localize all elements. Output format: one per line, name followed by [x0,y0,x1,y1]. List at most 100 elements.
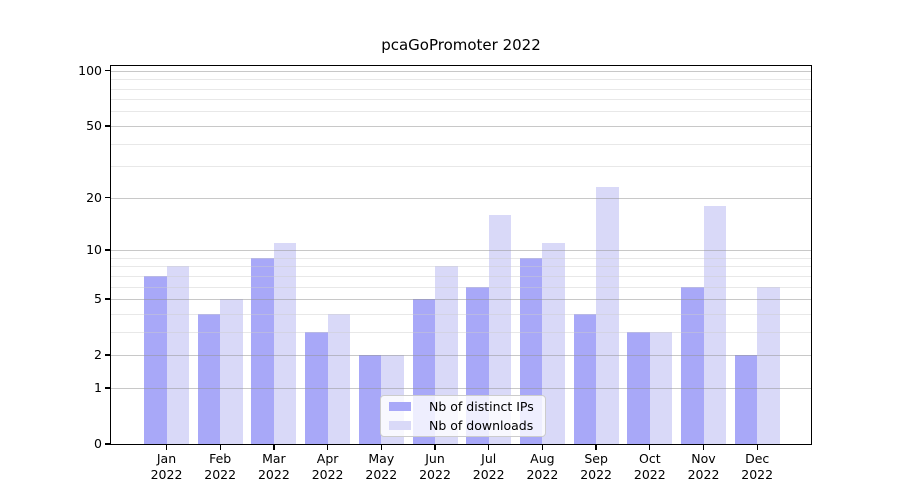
y-tick-label: 1 [94,379,102,395]
legend: Nb of distinct IPs Nb of downloads [380,395,546,437]
x-tick-label: Nov 2022 [672,451,736,483]
legend-item-downloads: Nb of downloads [389,418,537,434]
y-tick-label: 2 [94,347,102,363]
major-gridline [111,355,811,357]
x-tick-mark [702,445,705,450]
x-tick-month: Apr [316,451,339,466]
y-tick-label: 20 [86,189,102,205]
bar-distinct-ips [251,257,274,444]
x-tick-year: 2022 [150,467,183,482]
plot-area: Nb of distinct IPs Nb of downloads [110,65,812,445]
x-tick-label: Aug 2022 [510,451,574,483]
major-gridline [111,197,811,199]
x-tick-mark [165,445,168,450]
legend-item-distinct-ips: Nb of distinct IPs [389,399,537,415]
y-tick-label: 10 [86,242,102,258]
legend-label-downloads: Nb of downloads [429,417,534,433]
x-tick-label: Jun 2022 [403,451,467,483]
y-tick-mark [105,197,110,199]
x-tick-year: 2022 [311,467,344,482]
x-tick-mark [595,445,597,450]
x-tick-year: 2022 [472,467,505,482]
x-tick-year: 2022 [580,467,612,482]
legend-swatch-distinct-ips [389,402,411,411]
x-tick-year: 2022 [526,467,559,482]
major-gridline [111,70,811,72]
x-tick-month: Aug [530,451,555,466]
x-tick-mark [434,445,436,450]
y-tick-mark [105,69,110,72]
bar-downloads [542,243,565,444]
legend-label-distinct-ips: Nb of distinct IPs [429,398,534,414]
x-tick-label: Sep 2022 [564,451,628,483]
x-tick-month: Feb [209,451,232,466]
x-tick-year: 2022 [257,467,290,482]
x-tick-month: Jul [481,451,497,466]
major-gridline [111,125,811,127]
x-tick-label: Oct 2022 [618,451,682,483]
x-tick-month: Oct [638,451,661,466]
bar-downloads [327,313,351,444]
x-tick-mark [756,445,758,450]
bar-distinct-ips [734,355,758,444]
x-tick-label: Apr 2022 [296,451,360,483]
x-tick-month: Jan [156,451,177,466]
minor-gridline [111,99,811,101]
x-tick-month: Dec [745,451,770,466]
y-tick-mark [105,387,110,389]
y-tick-label: 0 [94,436,102,451]
bar-distinct-ips [144,275,167,444]
legend-swatch-downloads [389,421,411,430]
y-tick-mark [105,354,110,356]
minor-gridline [111,313,811,315]
y-tick-label: 5 [94,291,102,307]
minor-gridline [111,286,811,288]
x-tick-label: Jul 2022 [457,451,521,483]
bar-downloads [488,214,512,444]
y-tick-mark [105,125,110,127]
x-tick-label: Jan 2022 [135,451,199,483]
y-tick-mark [105,443,110,445]
y-tick-label: 50 [86,117,102,133]
minor-gridline [111,331,811,333]
x-tick-mark [219,445,221,450]
minor-gridline [111,275,811,277]
major-gridline [111,299,811,301]
bar-downloads [757,286,780,444]
x-tick-mark [380,445,382,450]
x-tick-mark [541,445,544,450]
bar-distinct-ips [681,286,704,444]
x-tick-month: Jun [425,451,445,466]
x-tick-label: Dec 2022 [725,451,789,483]
x-tick-year: 2022 [741,467,774,482]
x-tick-mark [326,445,329,450]
x-tick-year: 2022 [204,467,237,482]
y-tick-mark [105,298,110,300]
bar-downloads [703,205,726,444]
x-tick-label: Feb 2022 [188,451,252,483]
x-tick-month: Nov [691,451,716,466]
bar-distinct-ips [358,355,382,444]
y-tick-mark [105,249,110,251]
x-tick-month: Mar [262,451,286,466]
x-tick-label: Mar 2022 [242,451,306,483]
minor-gridline [111,79,811,81]
x-tick-year: 2022 [633,467,666,482]
major-gridline [111,250,811,252]
x-tick-mark [488,445,490,450]
bar-downloads [273,243,297,444]
x-tick-mark [649,445,651,450]
bar-distinct-ips [197,313,221,444]
y-tick-label: 100 [78,62,102,78]
major-gridline [111,387,811,389]
x-tick-month: May [368,451,395,466]
x-tick-label: May 2022 [349,451,413,483]
x-tick-year: 2022 [419,467,451,482]
minor-gridline [111,166,811,168]
minor-gridline [111,143,811,145]
bar-downloads [220,299,243,444]
minor-gridline [111,266,811,268]
bar-distinct-ips [573,313,597,444]
minor-gridline [111,88,811,90]
